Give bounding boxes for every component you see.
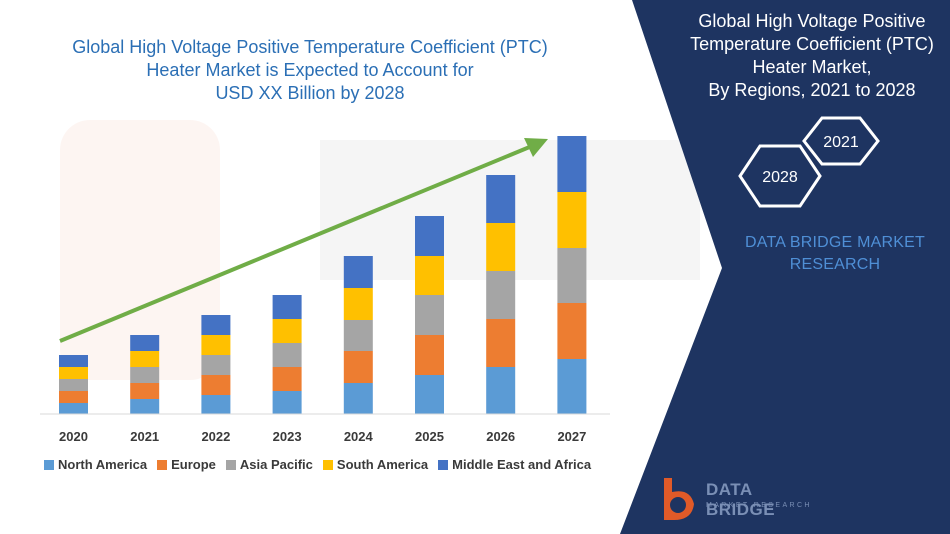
- x-axis-ticks: 2020 2021 2022 2023 2024 2025 2026 2027: [59, 429, 586, 444]
- bar-segment-2023-middle-east-and-africa: [272, 295, 302, 319]
- legend-label: Middle East and Africa: [452, 457, 592, 472]
- bar-segment-2025-europe: [415, 335, 444, 375]
- bar-segment-2024-north-america: [343, 383, 373, 414]
- x-tick-label: 2024: [344, 429, 374, 444]
- x-tick-label: 2020: [59, 429, 88, 444]
- legend-swatch: [225, 459, 236, 470]
- legend-label: North America: [58, 457, 148, 472]
- bar-segment-2027-europe: [557, 303, 587, 359]
- bar-segment-2020-middle-east-and-africa: [59, 355, 88, 367]
- bar-segment-2026-south-america: [486, 223, 516, 271]
- bar-segment-2027-south-america: [557, 192, 587, 248]
- bar-segment-2022-europe: [201, 375, 231, 395]
- bar-segment-2024-south-america: [343, 288, 373, 320]
- legend-item-middle-east-and-africa: Middle East and Africa: [438, 457, 591, 472]
- bar-segment-2026-europe: [486, 319, 516, 367]
- legend-item-north-america: North America: [44, 457, 147, 472]
- bar-segment-2027-asia-pacific: [557, 248, 587, 303]
- hexagon-2021: 2021: [802, 116, 880, 166]
- trend-arrow-line: [59, 144, 533, 343]
- legend-swatch: [44, 459, 54, 470]
- bar-segment-2021-asia-pacific: [130, 367, 160, 383]
- legend-item-south-america: South America: [322, 457, 429, 472]
- trend-arrow-head: [524, 138, 548, 157]
- x-tick-label: 2025: [415, 429, 444, 444]
- bar-segment-2020-europe: [59, 391, 88, 403]
- x-tick-label: 2022: [201, 429, 230, 444]
- bar-segment-2026-asia-pacific: [486, 271, 516, 319]
- legend-swatch: [322, 459, 333, 470]
- bar-segment-2022-south-america: [201, 335, 231, 355]
- bars-group: [59, 136, 587, 414]
- bar-segment-2021-middle-east-and-africa: [130, 335, 160, 351]
- bar-segment-2021-north-america: [130, 399, 160, 414]
- bar-segment-2025-asia-pacific: [415, 295, 444, 335]
- bar-segment-2027-middle-east-and-africa: [557, 136, 587, 192]
- legend-item-europe: Europe: [157, 457, 216, 472]
- bar-segment-2023-north-america: [272, 391, 302, 414]
- bar-segment-2024-middle-east-and-africa: [343, 256, 373, 288]
- legend-label: Europe: [171, 457, 216, 472]
- bar-segment-2021-europe: [130, 383, 160, 399]
- bar-segment-2026-middle-east-and-africa: [486, 175, 516, 223]
- side-panel-background: [620, 0, 950, 534]
- bar-segment-2025-middle-east-and-africa: [415, 216, 444, 256]
- chart-title-line2: Heater Market is Expected to Account for: [146, 60, 474, 80]
- bar-segment-2023-asia-pacific: [272, 343, 302, 367]
- bar-segment-2022-north-america: [201, 395, 231, 414]
- x-tick-label: 2023: [273, 429, 302, 444]
- chart-title: Global High Voltage Positive Temperature…: [40, 36, 580, 105]
- bar-segment-2025-south-america: [415, 256, 444, 295]
- hexagon-2028: 2028: [738, 144, 822, 208]
- bar-segment-2022-middle-east-and-africa: [201, 315, 231, 335]
- bar-segment-2024-asia-pacific: [343, 320, 373, 351]
- legend-label: Asia Pacific: [239, 457, 313, 472]
- bar-segment-2022-asia-pacific: [201, 355, 231, 375]
- chart-title-line3: USD XX Billion by 2028: [215, 83, 405, 103]
- x-tick-label: 2027: [557, 429, 586, 444]
- x-tick-label: 2026: [486, 429, 515, 444]
- bar-segment-2020-asia-pacific: [59, 379, 88, 391]
- legend-swatch: [438, 459, 449, 470]
- legend-swatch: [157, 459, 168, 470]
- x-tick-label: 2021: [130, 429, 159, 444]
- chart-title-line1: Global High Voltage Positive Temperature…: [72, 37, 548, 57]
- hexagon-2021-label: 2021: [823, 134, 859, 151]
- bar-segment-2025-north-america: [415, 375, 444, 414]
- bar-segment-2023-south-america: [272, 319, 302, 343]
- legend-label: South America: [336, 457, 429, 472]
- bar-segment-2021-south-america: [130, 351, 160, 367]
- bar-segment-2023-europe: [272, 367, 302, 391]
- legend-item-asia-pacific: Asia Pacific: [225, 457, 313, 472]
- trend-arrow: [59, 138, 548, 343]
- bar-segment-2020-south-america: [59, 367, 88, 379]
- bar-segment-2024-europe: [343, 351, 373, 383]
- bar-segment-2026-north-america: [486, 367, 516, 414]
- bar-segment-2020-north-america: [59, 403, 88, 414]
- hexagon-2028-label: 2028: [762, 169, 798, 186]
- bar-segment-2027-north-america: [557, 359, 587, 414]
- chart-legend: North America Europe Asia Pacific South Ame…: [44, 457, 591, 472]
